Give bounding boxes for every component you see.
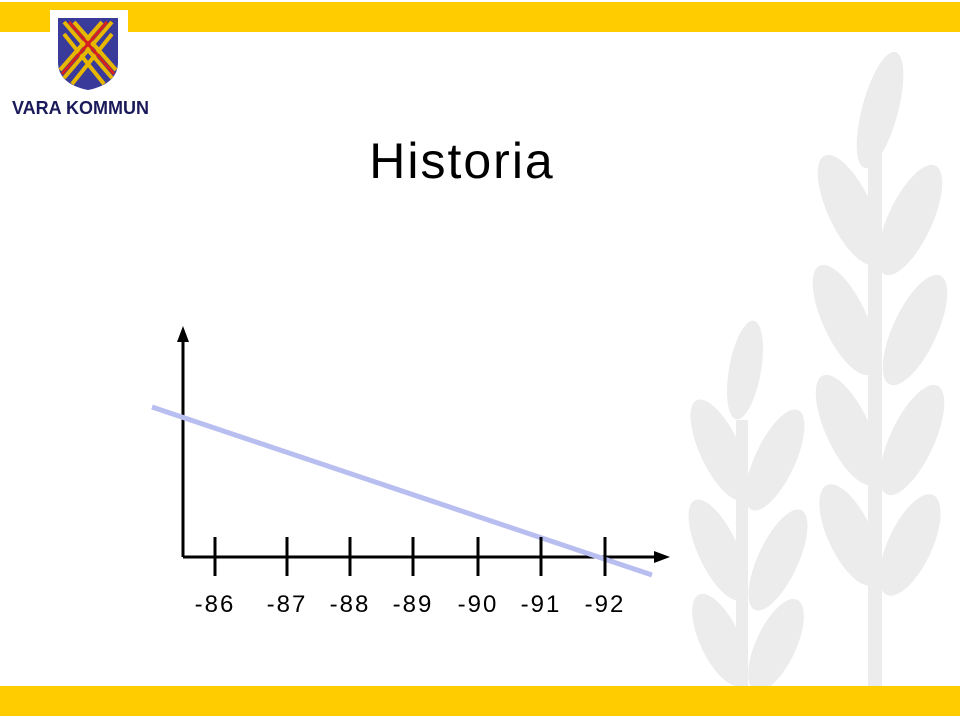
trend-line xyxy=(151,404,653,578)
top-bar xyxy=(0,2,960,32)
bottom-bar xyxy=(0,686,960,716)
tick-label: -87 xyxy=(267,591,308,618)
x-arrow xyxy=(654,551,670,563)
tick-label: -91 xyxy=(521,591,562,618)
wheat-decoration xyxy=(688,51,948,692)
logo-text: VARA KOMMUN xyxy=(12,98,149,118)
tick-label: -88 xyxy=(330,591,371,618)
tick-label: -90 xyxy=(458,591,499,618)
tick-label: -89 xyxy=(393,591,434,618)
tick-label: -92 xyxy=(585,591,626,618)
y-arrow xyxy=(177,326,189,342)
tick-label: -86 xyxy=(195,591,236,618)
logo-shield xyxy=(50,10,128,94)
axes xyxy=(181,338,658,559)
title: Historia xyxy=(369,133,554,189)
